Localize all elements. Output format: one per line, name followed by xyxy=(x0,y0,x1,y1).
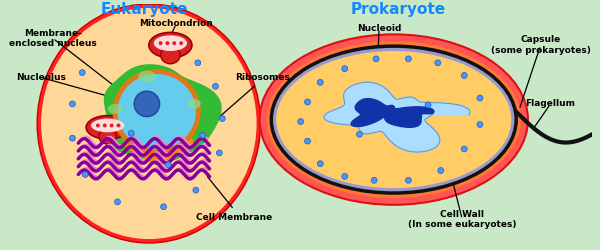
Ellipse shape xyxy=(266,41,521,198)
Ellipse shape xyxy=(79,70,85,75)
Ellipse shape xyxy=(99,128,116,144)
Text: Nucleolus: Nucleolus xyxy=(16,73,66,82)
Ellipse shape xyxy=(425,102,431,108)
Ellipse shape xyxy=(70,135,76,141)
Ellipse shape xyxy=(37,4,260,243)
Ellipse shape xyxy=(477,95,483,101)
Polygon shape xyxy=(124,128,193,165)
Ellipse shape xyxy=(195,60,201,66)
Ellipse shape xyxy=(356,131,362,137)
Ellipse shape xyxy=(115,199,121,205)
Ellipse shape xyxy=(134,91,160,117)
Ellipse shape xyxy=(200,132,206,138)
Ellipse shape xyxy=(179,41,183,45)
Ellipse shape xyxy=(373,56,379,62)
Ellipse shape xyxy=(158,41,163,45)
Ellipse shape xyxy=(82,172,88,177)
Text: Membrane-
enclosed nucleus: Membrane- enclosed nucleus xyxy=(9,28,97,48)
Polygon shape xyxy=(324,82,470,152)
Ellipse shape xyxy=(260,34,528,205)
Ellipse shape xyxy=(161,46,180,64)
Ellipse shape xyxy=(187,99,201,109)
Ellipse shape xyxy=(477,122,483,128)
Ellipse shape xyxy=(406,178,412,183)
Ellipse shape xyxy=(161,204,166,210)
Ellipse shape xyxy=(371,178,377,183)
Text: Nucleoid: Nucleoid xyxy=(357,24,401,33)
Ellipse shape xyxy=(86,116,129,139)
Ellipse shape xyxy=(461,72,467,78)
Text: Capsule
(some prokaryotes): Capsule (some prokaryotes) xyxy=(491,36,590,55)
Ellipse shape xyxy=(108,104,124,114)
Ellipse shape xyxy=(172,41,176,45)
Ellipse shape xyxy=(70,101,76,107)
Ellipse shape xyxy=(166,162,172,168)
Ellipse shape xyxy=(149,32,192,58)
Polygon shape xyxy=(351,98,434,127)
Ellipse shape xyxy=(435,60,441,66)
Ellipse shape xyxy=(115,72,199,152)
Ellipse shape xyxy=(91,118,124,132)
Ellipse shape xyxy=(220,116,225,121)
Text: Cell Membrane: Cell Membrane xyxy=(196,213,272,222)
Ellipse shape xyxy=(138,70,156,82)
Ellipse shape xyxy=(406,56,412,62)
Ellipse shape xyxy=(276,51,511,188)
Ellipse shape xyxy=(317,161,323,166)
Ellipse shape xyxy=(116,124,121,128)
Ellipse shape xyxy=(103,124,107,128)
Ellipse shape xyxy=(154,35,187,51)
Ellipse shape xyxy=(212,83,218,89)
Text: Mitochondrion: Mitochondrion xyxy=(139,19,213,28)
Ellipse shape xyxy=(166,41,169,45)
Text: Cell Wall
(In some eukaryotes): Cell Wall (In some eukaryotes) xyxy=(408,210,517,229)
Ellipse shape xyxy=(41,8,257,239)
Ellipse shape xyxy=(110,124,113,128)
Text: Ribosomes: Ribosomes xyxy=(235,73,290,82)
Ellipse shape xyxy=(305,138,310,144)
Polygon shape xyxy=(104,65,221,162)
Text: Eukaryote: Eukaryote xyxy=(100,2,188,17)
Ellipse shape xyxy=(342,66,347,71)
Ellipse shape xyxy=(217,150,223,156)
Text: Flagellum: Flagellum xyxy=(526,100,575,108)
Ellipse shape xyxy=(272,47,515,192)
Ellipse shape xyxy=(438,168,443,173)
Ellipse shape xyxy=(317,80,323,85)
Ellipse shape xyxy=(193,187,199,193)
Text: Prokaryote: Prokaryote xyxy=(351,2,446,17)
Ellipse shape xyxy=(461,146,467,152)
Ellipse shape xyxy=(128,130,134,136)
Ellipse shape xyxy=(305,99,310,105)
Ellipse shape xyxy=(342,174,347,179)
Ellipse shape xyxy=(96,124,100,128)
Ellipse shape xyxy=(298,118,304,124)
